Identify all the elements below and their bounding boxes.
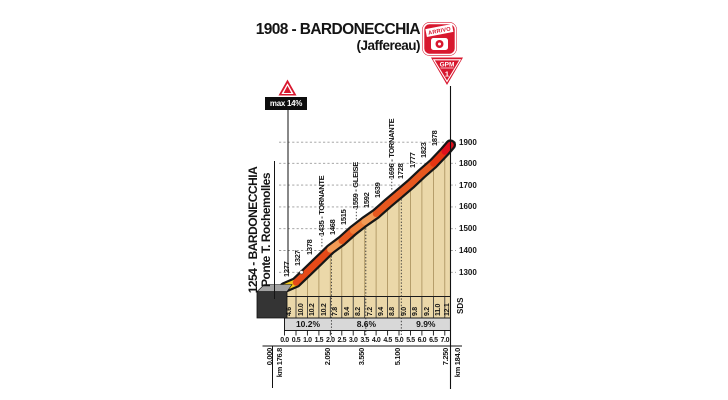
gradient-cell: 9.0 — [401, 307, 408, 316]
km-tick-label: 5.5 — [406, 336, 415, 344]
page-subtitle: (Jaffereau) — [356, 38, 420, 53]
gradient-cell: 10.2 — [309, 303, 316, 316]
gpm-icon: GPM 1 — [431, 57, 463, 85]
race-km-end-label: km 184.0 — [452, 348, 462, 378]
km-tick-label: 3.5 — [360, 336, 369, 344]
elevation-axis-tick: 1600 — [459, 202, 477, 212]
gradient-rows — [284, 296, 451, 331]
km-tick-label: 0.0 — [280, 336, 289, 344]
arrivo-icon: ARRIVO — [422, 22, 457, 56]
elevation-axis-tick: 1700 — [459, 180, 477, 190]
km-tick-label: 1.5 — [314, 336, 324, 344]
elevation-axis-tick: 1300 — [459, 267, 477, 277]
km-tick-label: 4.5 — [383, 336, 392, 344]
elevation-axis-tick: 1500 — [459, 224, 477, 234]
elevation-label: 1639 — [373, 182, 382, 199]
elevation-label: 1777 — [407, 152, 417, 169]
max-gradient-point — [299, 270, 304, 275]
gradient-cell: 11.0 — [435, 303, 442, 316]
page-title: 1908 - BARDONECCHIA — [255, 21, 421, 38]
elevation-label: 1592 — [361, 192, 371, 209]
km-tick-label: 7.0 — [440, 336, 450, 344]
gradient-cell: 7.8 — [332, 307, 339, 316]
elevation-axis-tick: 1900 — [459, 137, 477, 147]
section-average: 8.6% — [356, 319, 377, 329]
km-tick-label: 5.0 — [394, 336, 404, 344]
gradient-cell: 9.2 — [423, 307, 431, 316]
elevation-label-tornante: 1696 - TORNANTE — [386, 118, 396, 179]
elevation-label-tornante: 1435 - TORNANTE — [317, 175, 326, 236]
start-location-line2: Ponte T. Rochemolles — [259, 172, 273, 288]
max-gradient-sign: max 14% — [265, 97, 307, 110]
gradient-cell: 8.2 — [355, 307, 362, 316]
max-gradient-warning-icon — [278, 79, 297, 271]
elevation-label-gleise: 1559 - GLEISE — [351, 161, 361, 209]
race-km-start-label: km 176.8 — [274, 348, 284, 378]
elevation-label: 1878 — [430, 130, 440, 147]
gradient-cell: 8.8 — [389, 307, 396, 316]
gradient-cell: 12.1 — [443, 303, 451, 316]
end-distance-label: 7.250 — [441, 348, 450, 366]
elevation-label: 1378 — [304, 239, 314, 256]
km-tick-label: 3.0 — [348, 336, 358, 344]
landmark-dotted-lines — [321, 178, 402, 338]
km-tick-label: 6.0 — [417, 336, 427, 344]
road-ribbon — [279, 139, 456, 293]
gradient-cell: 9.8 — [412, 307, 419, 316]
start-location-label: 1254 - BARDONECCHIA Ponte T. Rochemolles — [246, 161, 275, 299]
km-ticks — [284, 330, 451, 336]
start-block — [256, 284, 293, 319]
gpm-category: 1 — [445, 70, 449, 79]
gradient-cell: 10.0 — [297, 303, 305, 316]
gradient-cell: 9.4 — [378, 307, 385, 316]
gradient-cell: 7.2 — [366, 307, 374, 316]
elevation-label: 1515 — [339, 209, 348, 226]
start-distance-label: 0.000 — [264, 348, 274, 366]
km-tick-label: 6.5 — [429, 336, 438, 344]
elevation-label: 1468 — [327, 219, 337, 236]
elevation-axis-tick: 1400 — [459, 246, 477, 255]
elevation-label: 1277 — [281, 261, 291, 278]
gradient-cell: 4.6 — [286, 307, 293, 316]
km-tick-label: 2.5 — [337, 336, 347, 344]
km-tick-label: 4.0 — [371, 336, 381, 344]
underside-grid — [295, 156, 446, 297]
gpm-label: GPM — [440, 61, 455, 68]
gradient-cell: 10.2 — [320, 303, 328, 316]
landmark-km-label: 2.050 — [323, 348, 332, 366]
elevation-label: 1327 — [293, 250, 302, 267]
km-tick-label: 0.5 — [291, 336, 301, 344]
section-average: 10.2% — [295, 319, 321, 329]
bottom-frame — [262, 86, 462, 389]
elevation-label: 1728 — [396, 163, 405, 179]
elevation-label: 1823 — [419, 142, 428, 159]
km-tick-label: 2.0 — [326, 336, 335, 344]
landmark-km-label: 3.550 — [357, 348, 367, 366]
landmark-km-label: 5.100 — [392, 348, 402, 366]
sds-branding-label: SDS — [455, 297, 465, 314]
gradient-cell: 9.4 — [343, 307, 351, 316]
arrivo-label: ARRIVO — [428, 26, 452, 36]
km-tick-label: 1.0 — [303, 336, 312, 344]
section-average: 9.9% — [416, 319, 436, 329]
elevation-axis-tick: 1800 — [459, 158, 477, 168]
